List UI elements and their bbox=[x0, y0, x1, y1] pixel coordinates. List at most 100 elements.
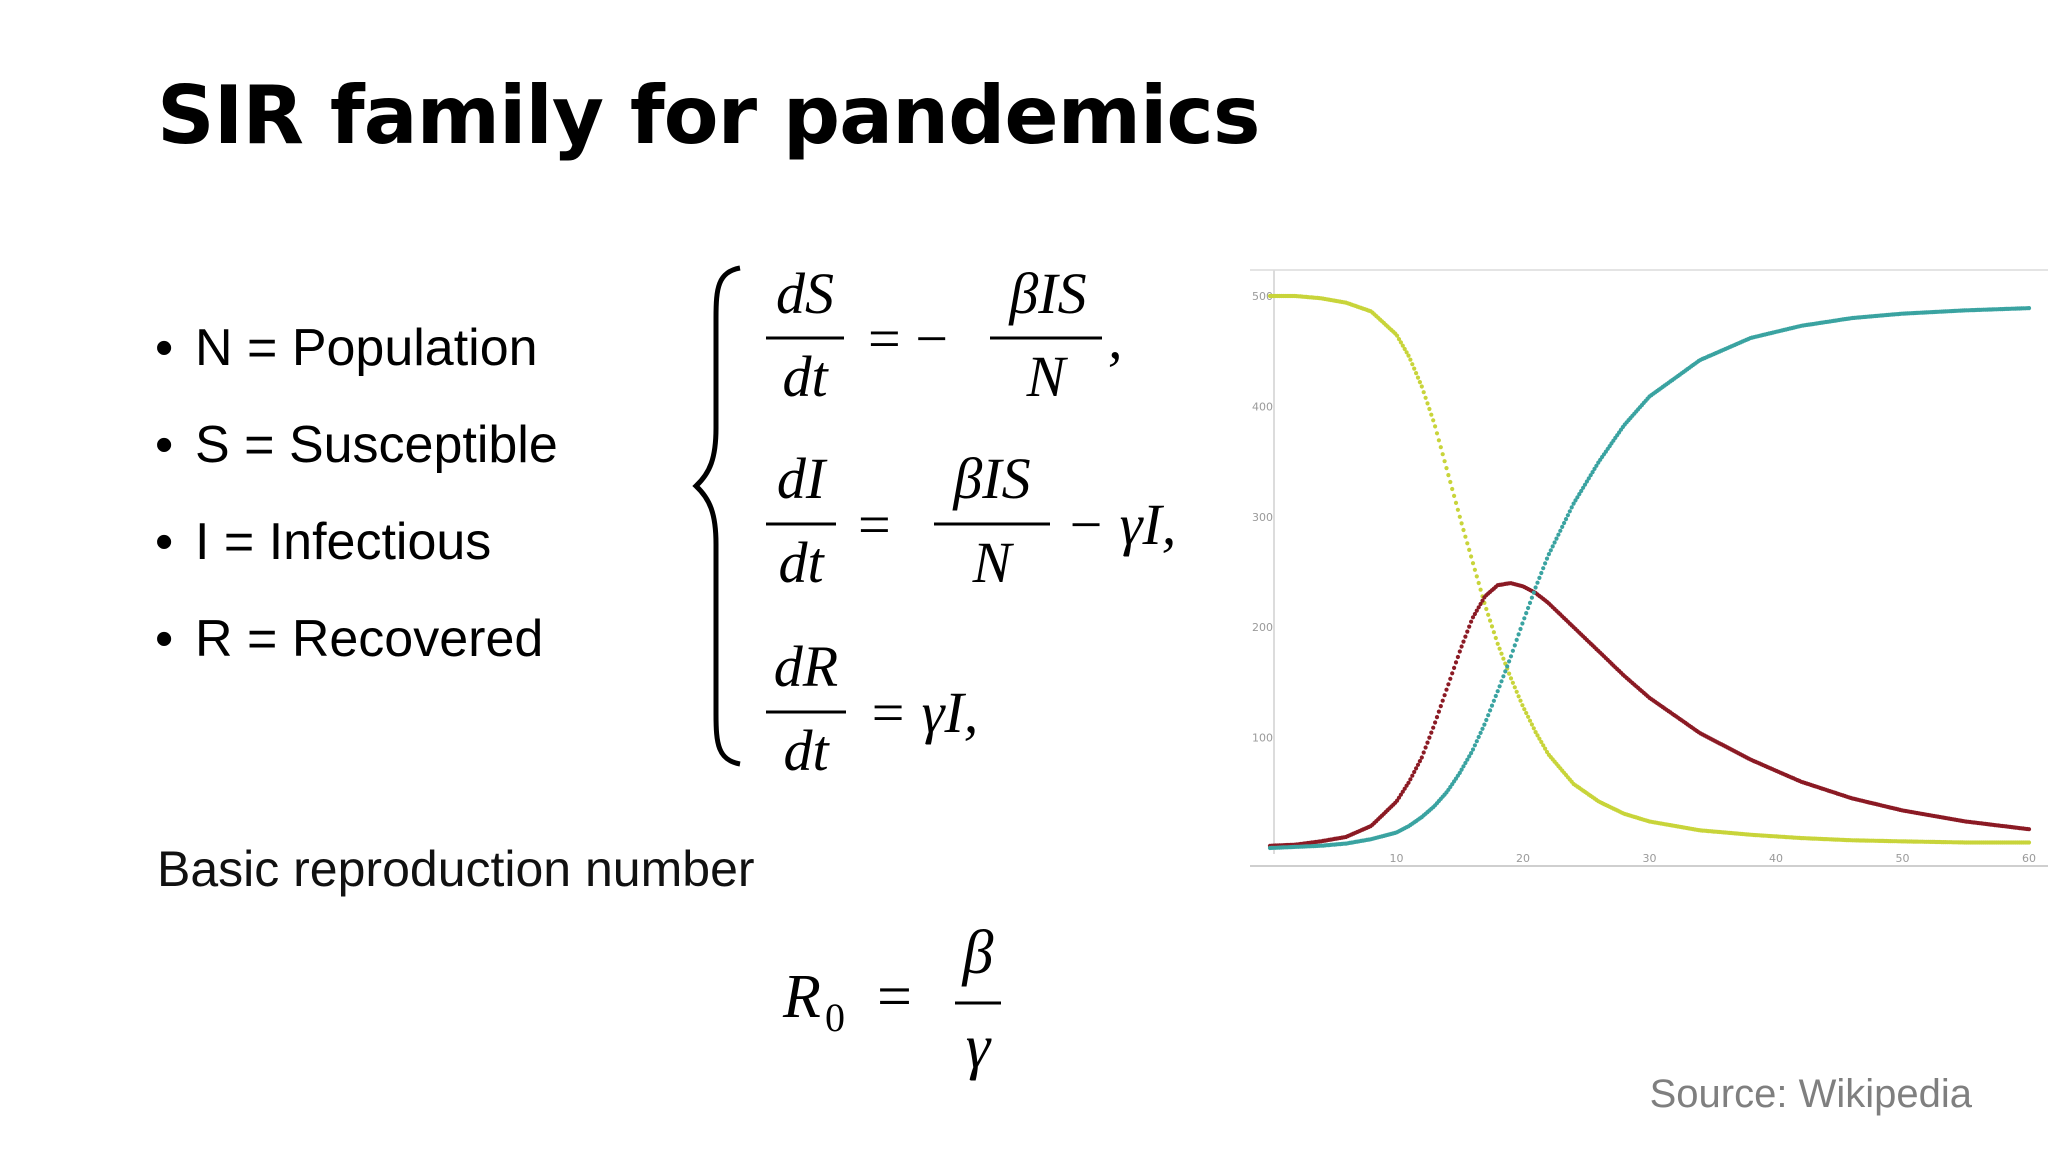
data-point bbox=[1395, 333, 1400, 338]
data-point bbox=[1493, 693, 1498, 699]
x-tick-label: 40 bbox=[1769, 852, 1783, 865]
di-numerator: dI bbox=[777, 446, 828, 511]
data-point bbox=[1425, 740, 1430, 745]
data-point bbox=[1501, 674, 1506, 679]
data-point bbox=[1419, 755, 1424, 760]
data-point bbox=[1434, 715, 1440, 720]
di-denominator: dt bbox=[778, 530, 825, 595]
data-point bbox=[1438, 704, 1443, 709]
data-point bbox=[1562, 520, 1567, 526]
data-point bbox=[1421, 750, 1426, 755]
y-tick-label: 200 bbox=[1252, 621, 1273, 634]
data-point bbox=[1507, 659, 1512, 664]
y-tick-label: 400 bbox=[1252, 400, 1273, 413]
data-point bbox=[1408, 357, 1413, 362]
data-point bbox=[1535, 580, 1540, 585]
data-point bbox=[1415, 375, 1421, 380]
data-point bbox=[1448, 479, 1453, 485]
data-point bbox=[1516, 694, 1521, 699]
data-point bbox=[1529, 595, 1534, 600]
y-tick-label: 300 bbox=[1252, 511, 1273, 524]
bullet-text: I = Infectious bbox=[195, 513, 492, 571]
data-point bbox=[1491, 698, 1496, 703]
ds-rhs-denominator: N bbox=[1026, 344, 1069, 409]
dr-rhs: = γI, bbox=[868, 680, 978, 745]
data-point bbox=[1586, 476, 1591, 481]
left-brace bbox=[692, 265, 741, 767]
data-point bbox=[1465, 757, 1470, 762]
data-point bbox=[1463, 760, 1468, 766]
data-point bbox=[1503, 669, 1508, 674]
data-point bbox=[1533, 585, 1538, 590]
di-rhs-numerator: βIS bbox=[952, 446, 1030, 511]
data-point bbox=[1444, 466, 1449, 471]
data-point bbox=[1508, 676, 1514, 681]
data-point bbox=[1480, 598, 1485, 603]
data-point bbox=[1476, 605, 1481, 610]
data-point bbox=[1512, 685, 1517, 690]
data-point bbox=[1524, 710, 1529, 716]
data-point bbox=[1463, 534, 1468, 539]
data-point bbox=[1417, 759, 1422, 764]
data-point bbox=[1474, 739, 1479, 744]
data-point bbox=[1510, 648, 1515, 653]
sir-model-chart: 10 20 30 40 50 60 100 200 300 400 500 bbox=[1250, 268, 2048, 874]
data-point bbox=[1527, 718, 1533, 723]
data-point bbox=[1404, 350, 1409, 355]
data-point bbox=[1440, 698, 1445, 703]
data-point bbox=[1567, 509, 1572, 514]
data-point bbox=[1514, 637, 1519, 642]
di-rhs-denominator: N bbox=[972, 530, 1015, 595]
data-point bbox=[1489, 703, 1495, 708]
data-point bbox=[1522, 707, 1527, 712]
series-1 bbox=[1267, 581, 2032, 848]
data-point bbox=[1518, 698, 1523, 703]
data-point bbox=[1455, 654, 1460, 660]
data-point bbox=[1491, 630, 1496, 635]
data-point bbox=[1410, 773, 1415, 778]
source-credit: Source: Wikipedia bbox=[1649, 1072, 1972, 1116]
bullet-text: N = Population bbox=[195, 319, 538, 377]
data-point bbox=[1425, 401, 1430, 406]
data-point bbox=[1446, 473, 1451, 478]
data-point bbox=[1594, 463, 1599, 468]
r0-denominator: γ bbox=[966, 1013, 992, 1081]
data-point bbox=[1579, 488, 1584, 494]
data-point bbox=[1406, 353, 1411, 358]
data-point bbox=[1478, 730, 1483, 735]
data-point bbox=[1398, 340, 1403, 345]
data-point bbox=[1531, 726, 1536, 731]
data-point bbox=[1478, 601, 1483, 607]
data-point bbox=[1484, 717, 1489, 723]
data-point bbox=[1459, 767, 1464, 772]
data-point bbox=[1533, 730, 1538, 735]
data-point bbox=[1402, 786, 1407, 791]
dr-denominator: dt bbox=[783, 718, 830, 778]
ds-denominator: dt bbox=[782, 344, 829, 409]
r0-numerator: β bbox=[962, 919, 994, 987]
data-point bbox=[1436, 438, 1441, 443]
data-point bbox=[1510, 680, 1515, 685]
di-tail: − γI, bbox=[1066, 492, 1176, 557]
data-point bbox=[1400, 789, 1405, 794]
data-point bbox=[1569, 505, 1574, 510]
data-point bbox=[1463, 634, 1468, 639]
data-point bbox=[1442, 459, 1447, 464]
data-point bbox=[1442, 693, 1447, 698]
data-point bbox=[1543, 746, 1548, 751]
data-point bbox=[1563, 517, 1569, 522]
data-point bbox=[1396, 795, 1402, 800]
data-point bbox=[1488, 708, 1493, 713]
data-point bbox=[1495, 641, 1500, 646]
data-point bbox=[1493, 635, 1498, 641]
ds-rhs-numerator: βIS bbox=[1008, 261, 1086, 326]
data-point bbox=[1410, 362, 1415, 367]
data-point bbox=[1581, 485, 1586, 490]
bullet-susceptible: • S = Susceptible bbox=[155, 415, 558, 512]
r0-symbol: R bbox=[782, 963, 821, 1031]
x-tick-label: 60 bbox=[2022, 852, 2036, 865]
data-point bbox=[1539, 570, 1544, 576]
bullet-recovered: • R = Recovered bbox=[155, 609, 558, 706]
data-point bbox=[1423, 745, 1428, 750]
data-point bbox=[1438, 445, 1443, 450]
